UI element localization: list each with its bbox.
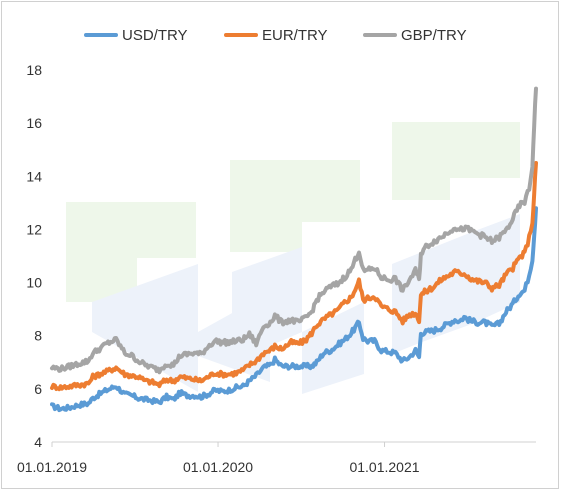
y-tick-label-10: 10	[26, 275, 42, 291]
y-tick-label-14: 14	[26, 168, 42, 184]
x-tick-label-1: 01.01.2020	[183, 459, 253, 475]
y-tick-label-18: 18	[26, 62, 42, 78]
y-tick-label-12: 12	[26, 221, 42, 237]
y-tick-label-6: 6	[34, 381, 42, 397]
watermark-logo	[66, 122, 520, 394]
y-tick-label-16: 16	[26, 115, 42, 131]
plot-lines	[50, 86, 538, 413]
series-line-gbp-try	[50, 86, 538, 375]
x-tick-label-2: 01.01.2021	[349, 459, 419, 475]
legend: USD/TRY EUR/TRY GBP/TRY	[84, 27, 467, 44]
y-tick-label-4: 4	[34, 434, 42, 450]
x-tick-label-0: 01.01.2019	[17, 459, 87, 475]
legend-label-eur-try: EUR/TRY	[262, 27, 328, 44]
y-tick-label-8: 8	[34, 328, 42, 344]
series-line-eur-try	[50, 161, 538, 392]
legend-label-gbp-try: GBP/TRY	[401, 27, 467, 44]
x-axis: 01.01.2019 01.01.2020 01.01.2021	[17, 441, 536, 475]
series-line-usd-try	[50, 206, 538, 413]
legend-label-usd-try: USD/TRY	[122, 27, 188, 44]
y-axis: 4 6 8 10 12 14 16 18	[26, 62, 42, 450]
